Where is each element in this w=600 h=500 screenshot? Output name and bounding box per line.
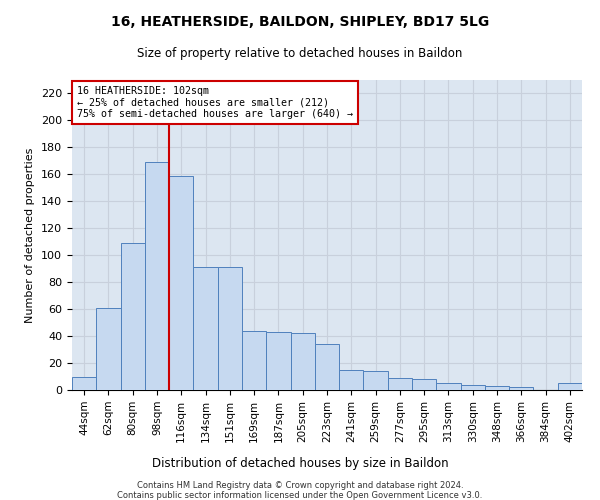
Bar — [96, 308, 121, 390]
Bar — [558, 384, 582, 390]
Text: 16, HEATHERSIDE, BAILDON, SHIPLEY, BD17 5LG: 16, HEATHERSIDE, BAILDON, SHIPLEY, BD17 … — [111, 15, 489, 29]
Bar — [485, 386, 509, 390]
Bar — [121, 243, 145, 390]
Bar — [315, 344, 339, 390]
Bar — [218, 268, 242, 390]
Text: 16 HEATHERSIDE: 102sqm
← 25% of detached houses are smaller (212)
75% of semi-de: 16 HEATHERSIDE: 102sqm ← 25% of detached… — [77, 86, 353, 120]
Bar — [509, 388, 533, 390]
Bar — [193, 268, 218, 390]
Bar — [242, 330, 266, 390]
Bar — [412, 379, 436, 390]
Bar — [72, 376, 96, 390]
Bar — [339, 370, 364, 390]
Bar — [169, 176, 193, 390]
Bar — [290, 334, 315, 390]
Text: Size of property relative to detached houses in Baildon: Size of property relative to detached ho… — [137, 48, 463, 60]
Bar — [436, 384, 461, 390]
Bar — [388, 378, 412, 390]
Bar — [364, 371, 388, 390]
Y-axis label: Number of detached properties: Number of detached properties — [25, 148, 35, 322]
Text: Contains public sector information licensed under the Open Government Licence v3: Contains public sector information licen… — [118, 491, 482, 500]
Text: Contains HM Land Registry data © Crown copyright and database right 2024.: Contains HM Land Registry data © Crown c… — [137, 481, 463, 490]
Bar — [266, 332, 290, 390]
Bar — [145, 162, 169, 390]
Text: Distribution of detached houses by size in Baildon: Distribution of detached houses by size … — [152, 458, 448, 470]
Bar — [461, 384, 485, 390]
